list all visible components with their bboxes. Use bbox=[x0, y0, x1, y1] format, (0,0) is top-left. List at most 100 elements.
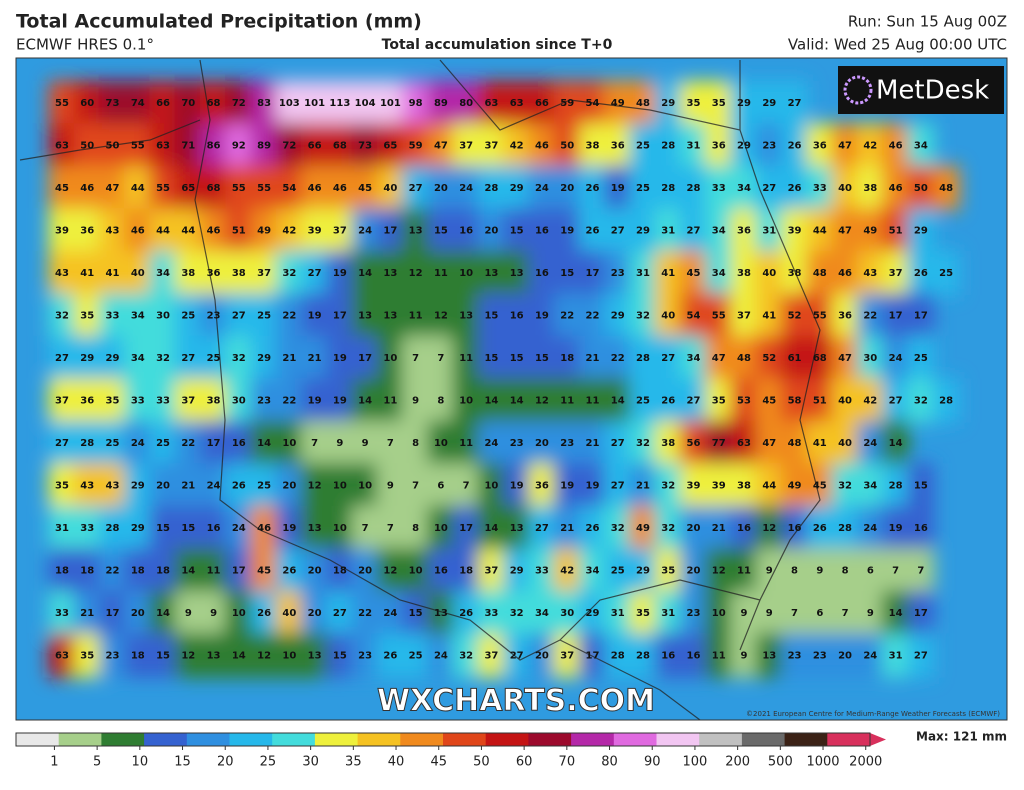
precip-cell bbox=[679, 505, 708, 551]
precip-value: 21 bbox=[585, 438, 599, 449]
precip-value: 50 bbox=[106, 141, 120, 152]
precip-value: 29 bbox=[510, 183, 524, 194]
precip-value: 21 bbox=[181, 481, 195, 492]
precip-cell bbox=[452, 123, 480, 168]
precip-value: 7 bbox=[311, 438, 318, 449]
precip-value: 8 bbox=[412, 523, 419, 534]
precip-value: 36 bbox=[611, 141, 625, 152]
colorbar-arrow bbox=[870, 733, 886, 746]
precip-value: 33 bbox=[131, 396, 145, 407]
precip-value: 18 bbox=[156, 566, 170, 577]
precip-cell bbox=[528, 293, 556, 338]
precip-value: 8 bbox=[791, 566, 798, 577]
precip-cell bbox=[831, 335, 859, 381]
precip-cell bbox=[199, 335, 228, 381]
precip-cell bbox=[225, 335, 253, 381]
precip-value: 22 bbox=[611, 353, 625, 364]
colorbar-label: 80 bbox=[601, 755, 618, 770]
precip-value: 28 bbox=[636, 353, 650, 364]
precip-cell bbox=[275, 123, 303, 168]
precip-cell bbox=[452, 293, 480, 338]
precip-cell bbox=[654, 590, 682, 636]
precip-value: 54 bbox=[282, 183, 296, 194]
precip-value: 13 bbox=[308, 523, 322, 534]
precip-value: 44 bbox=[762, 481, 776, 492]
precip-value: 26 bbox=[459, 608, 473, 619]
precip-value: 46 bbox=[131, 226, 145, 237]
precip-cell bbox=[48, 123, 76, 168]
precip-cell bbox=[98, 208, 127, 253]
colorbar-segment bbox=[528, 733, 572, 746]
precip-cell bbox=[528, 420, 556, 466]
precip-value: 33 bbox=[106, 311, 120, 322]
precip-cell bbox=[629, 123, 657, 168]
precip-value: 23 bbox=[788, 651, 802, 662]
precip-value: 32 bbox=[510, 608, 524, 619]
colorbar-segment bbox=[58, 733, 102, 746]
precip-value: 37 bbox=[257, 268, 271, 279]
precip-cell bbox=[705, 250, 733, 296]
precip-cell bbox=[780, 208, 809, 253]
precip-value: 68 bbox=[333, 141, 347, 152]
precip-value: 14 bbox=[358, 396, 372, 407]
precip-value: 27 bbox=[181, 353, 195, 364]
precip-cell bbox=[578, 505, 607, 551]
precip-cell bbox=[528, 208, 556, 253]
precip-cell bbox=[402, 505, 430, 551]
precip-cell bbox=[907, 633, 935, 678]
precip-cell bbox=[477, 633, 506, 678]
precip-cell bbox=[629, 590, 657, 636]
value-labels: 55 60 73 74 66 70 68 72 83 103 101 113 104 101 98 89 80 6… bbox=[55, 98, 953, 662]
precip-value: 8 bbox=[412, 438, 419, 449]
precip-value: 35 bbox=[661, 566, 675, 577]
precip-value: 28 bbox=[80, 438, 94, 449]
precip-cell bbox=[856, 378, 884, 423]
precip-cell bbox=[199, 250, 228, 296]
precip-value: 13 bbox=[358, 311, 372, 322]
precip-value: 16 bbox=[434, 566, 448, 577]
precip-value: 45 bbox=[358, 183, 372, 194]
precip-value: 32 bbox=[661, 523, 675, 534]
precip-value: 48 bbox=[737, 353, 751, 364]
precip-value: 20 bbox=[358, 566, 372, 577]
precip-value: 37 bbox=[333, 226, 347, 237]
precip-cell bbox=[730, 420, 758, 466]
precip-cell bbox=[477, 420, 506, 466]
precip-cell bbox=[528, 80, 556, 126]
precip-value: 55 bbox=[813, 311, 827, 322]
precip-cell bbox=[528, 250, 556, 296]
precip-value: 19 bbox=[585, 481, 599, 492]
precip-cell bbox=[250, 123, 278, 168]
precip-value: 10 bbox=[459, 268, 473, 279]
precip-value: 47 bbox=[838, 141, 852, 152]
precip-value: 20 bbox=[308, 566, 322, 577]
precip-cell bbox=[705, 420, 733, 466]
precip-value: 10 bbox=[358, 481, 372, 492]
precip-value: 9 bbox=[412, 396, 419, 407]
precip-cell bbox=[427, 335, 455, 381]
precip-value: 25 bbox=[257, 311, 271, 322]
precip-value: 28 bbox=[636, 651, 650, 662]
precip-value: 7 bbox=[437, 353, 444, 364]
precip-value: 39 bbox=[308, 226, 322, 237]
precip-value: 15 bbox=[914, 481, 928, 492]
precip-value: 25 bbox=[636, 183, 650, 194]
precip-value: 28 bbox=[661, 183, 675, 194]
precip-cell bbox=[376, 378, 405, 423]
precip-cell bbox=[300, 293, 329, 338]
precip-cell bbox=[275, 335, 303, 381]
precip-cell bbox=[503, 463, 531, 508]
precip-value: 46 bbox=[889, 141, 903, 152]
precip-value: 63 bbox=[156, 141, 170, 152]
subtitle: Total accumulation since T+0 bbox=[382, 37, 613, 53]
precip-cell bbox=[730, 123, 758, 168]
precip-value: 23 bbox=[813, 651, 827, 662]
precip-value: 25 bbox=[207, 353, 221, 364]
precip-cell bbox=[578, 633, 607, 678]
precip-cell bbox=[48, 420, 76, 466]
precip-value: 24 bbox=[207, 481, 221, 492]
precip-cell bbox=[932, 378, 960, 423]
precip-value: 15 bbox=[510, 353, 524, 364]
precip-value: 37 bbox=[484, 651, 498, 662]
precip-cell bbox=[326, 590, 354, 636]
